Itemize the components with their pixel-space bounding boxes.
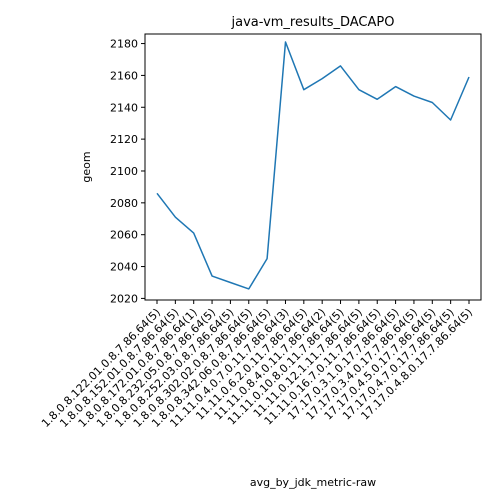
x-axis-title: avg_by_jdk_metric-raw xyxy=(250,476,376,489)
y-tick-label: 2120 xyxy=(110,133,138,146)
y-tick-label: 2040 xyxy=(110,261,138,274)
y-axis-title: geom xyxy=(80,151,93,182)
y-tick-label: 2080 xyxy=(110,197,138,210)
y-tick-label: 2180 xyxy=(110,38,138,51)
y-tick-label: 2160 xyxy=(110,69,138,82)
y-tick-label: 2060 xyxy=(110,229,138,242)
y-tick-label: 2100 xyxy=(110,165,138,178)
y-tick-label: 2140 xyxy=(110,101,138,114)
y-tick-label: 2020 xyxy=(110,292,138,305)
chart-title: java-vm_results_DACAPO xyxy=(231,15,395,30)
